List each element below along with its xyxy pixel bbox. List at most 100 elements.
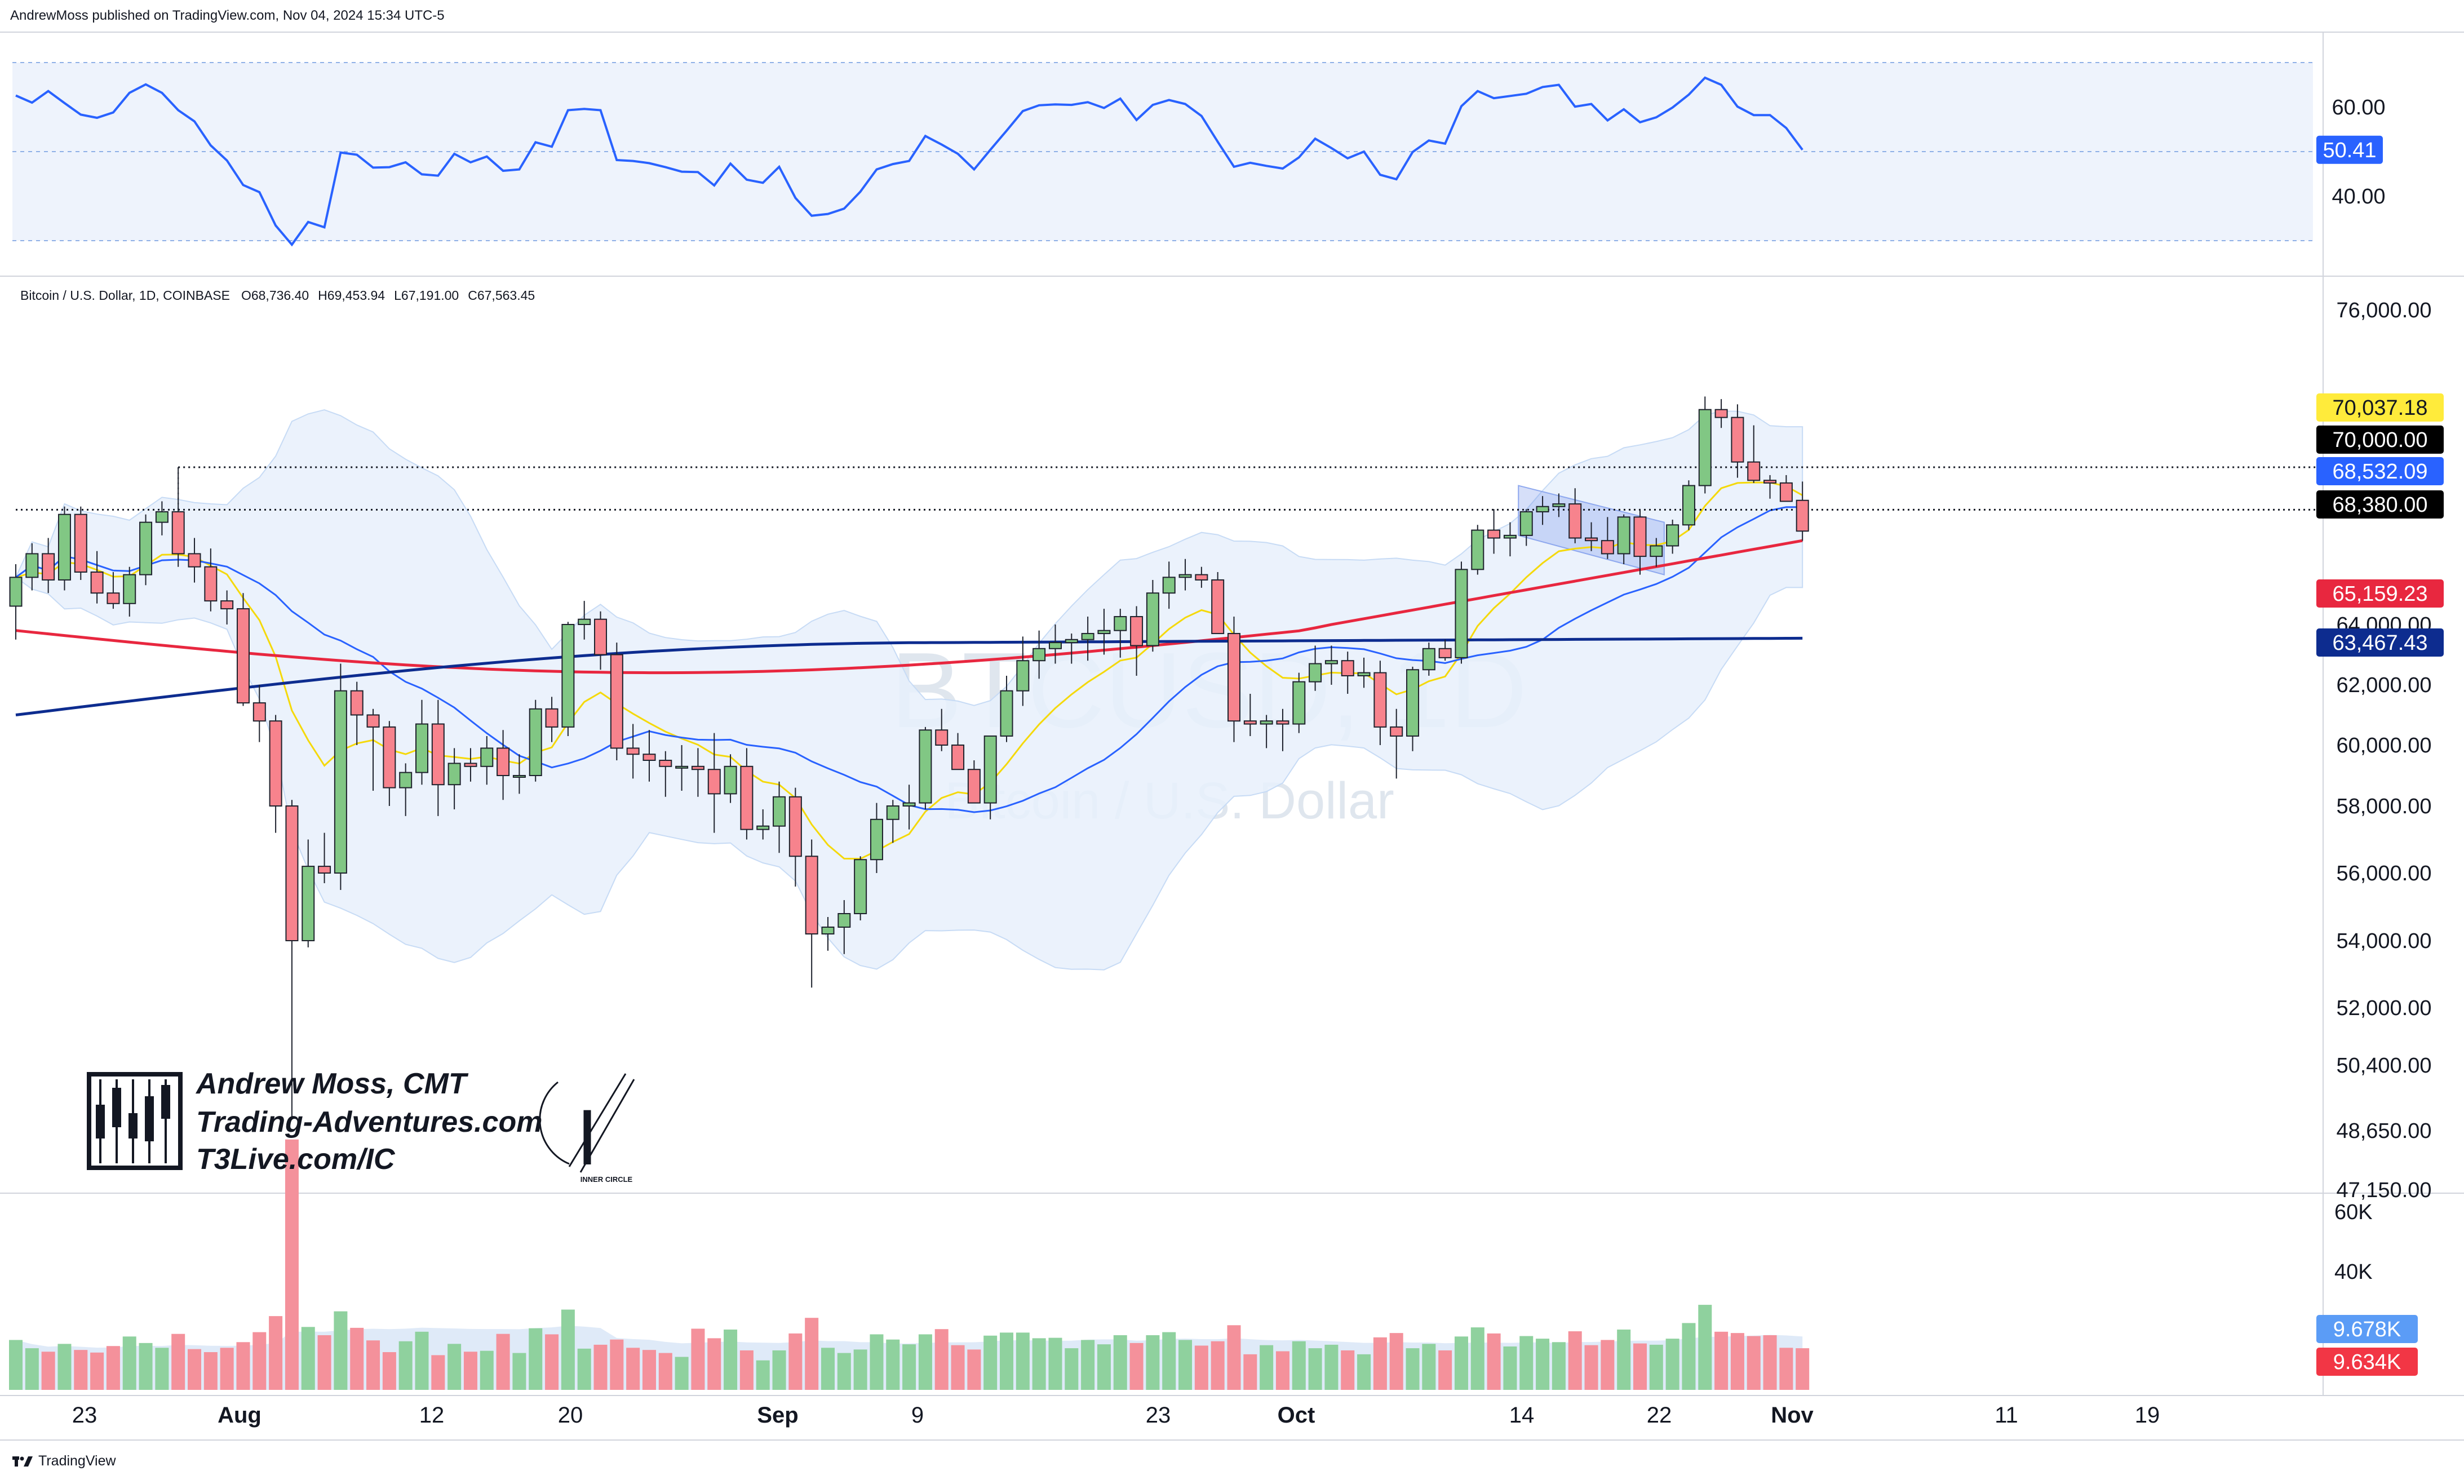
volume-bar[interactable] [1698, 1305, 1712, 1390]
volume-bar[interactable] [480, 1350, 494, 1390]
volume-bar[interactable] [918, 1334, 932, 1390]
candle[interactable] [1065, 634, 1078, 664]
volume-bar[interactable] [1682, 1323, 1696, 1390]
volume-bar[interactable] [1406, 1348, 1420, 1390]
candle[interactable] [919, 727, 932, 809]
volume-bar[interactable] [837, 1353, 851, 1390]
volume-bar[interactable] [236, 1342, 250, 1390]
volume-bar[interactable] [1162, 1332, 1176, 1390]
candle[interactable] [935, 708, 949, 751]
volume-bar[interactable] [1341, 1350, 1355, 1390]
candle[interactable] [773, 781, 786, 853]
candle[interactable] [1779, 475, 1793, 502]
candle[interactable] [512, 754, 526, 794]
volume-bar[interactable] [1665, 1339, 1679, 1390]
candle[interactable] [1633, 509, 1647, 575]
candle[interactable] [350, 681, 364, 745]
candle[interactable] [1292, 672, 1306, 733]
candle[interactable] [1731, 404, 1744, 478]
volume-bar[interactable] [593, 1344, 608, 1390]
volume-bar[interactable] [724, 1329, 738, 1390]
candle[interactable] [447, 748, 461, 809]
volume-bar[interactable] [1714, 1331, 1729, 1390]
volume-bar[interactable] [1487, 1333, 1501, 1390]
volume-bar[interactable] [1243, 1354, 1257, 1390]
volume-bar[interactable] [139, 1343, 153, 1390]
volume-bar[interactable] [756, 1360, 770, 1390]
candle[interactable] [610, 643, 623, 760]
volume-bar[interactable] [1779, 1348, 1793, 1390]
candle[interactable] [1585, 522, 1598, 551]
volume-bar[interactable] [366, 1340, 380, 1390]
volume-bar[interactable] [1763, 1335, 1777, 1390]
candle[interactable] [139, 514, 153, 586]
candle[interactable] [691, 748, 704, 797]
volume-bar[interactable] [398, 1341, 413, 1390]
candle[interactable] [740, 748, 754, 840]
candle[interactable] [642, 730, 656, 782]
candle[interactable] [1503, 522, 1517, 557]
rsi-line[interactable] [15, 76, 1803, 247]
volume-bar[interactable] [1617, 1329, 1631, 1390]
volume-bar[interactable] [1454, 1336, 1468, 1390]
volume-bar[interactable] [106, 1346, 120, 1390]
volume-bar[interactable] [821, 1348, 835, 1390]
volume-bar[interactable] [1470, 1327, 1484, 1390]
candle[interactable] [756, 809, 770, 840]
volume-bar[interactable] [1584, 1345, 1598, 1390]
candle[interactable] [1243, 694, 1257, 736]
candle[interactable] [204, 548, 218, 612]
candle[interactable] [805, 839, 818, 988]
volume-bar[interactable] [1649, 1344, 1663, 1390]
volume-bar[interactable] [902, 1344, 916, 1390]
volume-bar[interactable] [155, 1348, 169, 1390]
volume-bar[interactable] [74, 1350, 88, 1390]
candle[interactable] [1309, 645, 1322, 691]
volume-bar[interactable] [642, 1350, 656, 1390]
volume-bar[interactable] [886, 1339, 900, 1390]
candle[interactable] [626, 724, 640, 779]
volume-bar[interactable] [25, 1348, 39, 1390]
candle[interactable] [1016, 636, 1030, 706]
candle[interactable] [1406, 666, 1420, 751]
volume-bar[interactable] [334, 1311, 348, 1390]
candle[interactable] [1048, 624, 1062, 664]
volume-bar[interactable] [1438, 1350, 1452, 1390]
candle[interactable] [1536, 496, 1549, 525]
candle[interactable] [1000, 675, 1013, 742]
volume-bar[interactable] [1568, 1331, 1582, 1390]
sma-50-line[interactable] [15, 539, 1803, 675]
candle[interactable] [74, 506, 87, 580]
candle[interactable] [1162, 561, 1176, 609]
volume-bar[interactable] [415, 1331, 429, 1390]
volume-bar[interactable] [691, 1328, 705, 1390]
candle[interactable] [302, 839, 315, 947]
candle[interactable] [1471, 525, 1484, 575]
candle[interactable] [1455, 561, 1468, 664]
candle[interactable] [1178, 559, 1192, 591]
volume-bar[interactable] [496, 1334, 510, 1390]
volume-bar[interactable] [1519, 1336, 1534, 1390]
volume-bar[interactable] [269, 1316, 283, 1390]
candle[interactable] [1438, 639, 1452, 661]
volume-bar[interactable] [739, 1350, 754, 1390]
volume-bar[interactable] [90, 1352, 104, 1390]
volume-bar[interactable] [1308, 1348, 1322, 1390]
volume-bar[interactable] [577, 1348, 591, 1390]
volume-bar[interactable] [1747, 1336, 1761, 1390]
candle[interactable] [1357, 657, 1371, 688]
volume-bar[interactable] [463, 1352, 477, 1390]
volume-bar[interactable] [122, 1336, 136, 1390]
candle[interactable] [951, 733, 965, 770]
candle[interactable] [561, 622, 575, 736]
volume-bar[interactable] [350, 1327, 364, 1390]
candle[interactable] [854, 856, 867, 920]
volume-bar[interactable] [1633, 1343, 1647, 1390]
candle[interactable] [90, 551, 104, 604]
volume-bar[interactable] [1260, 1345, 1274, 1390]
volume-bar[interactable] [1016, 1332, 1030, 1390]
volume-bar[interactable] [545, 1334, 559, 1390]
ema-fast-line[interactable] [15, 481, 1803, 860]
volume-bar[interactable] [447, 1344, 462, 1390]
